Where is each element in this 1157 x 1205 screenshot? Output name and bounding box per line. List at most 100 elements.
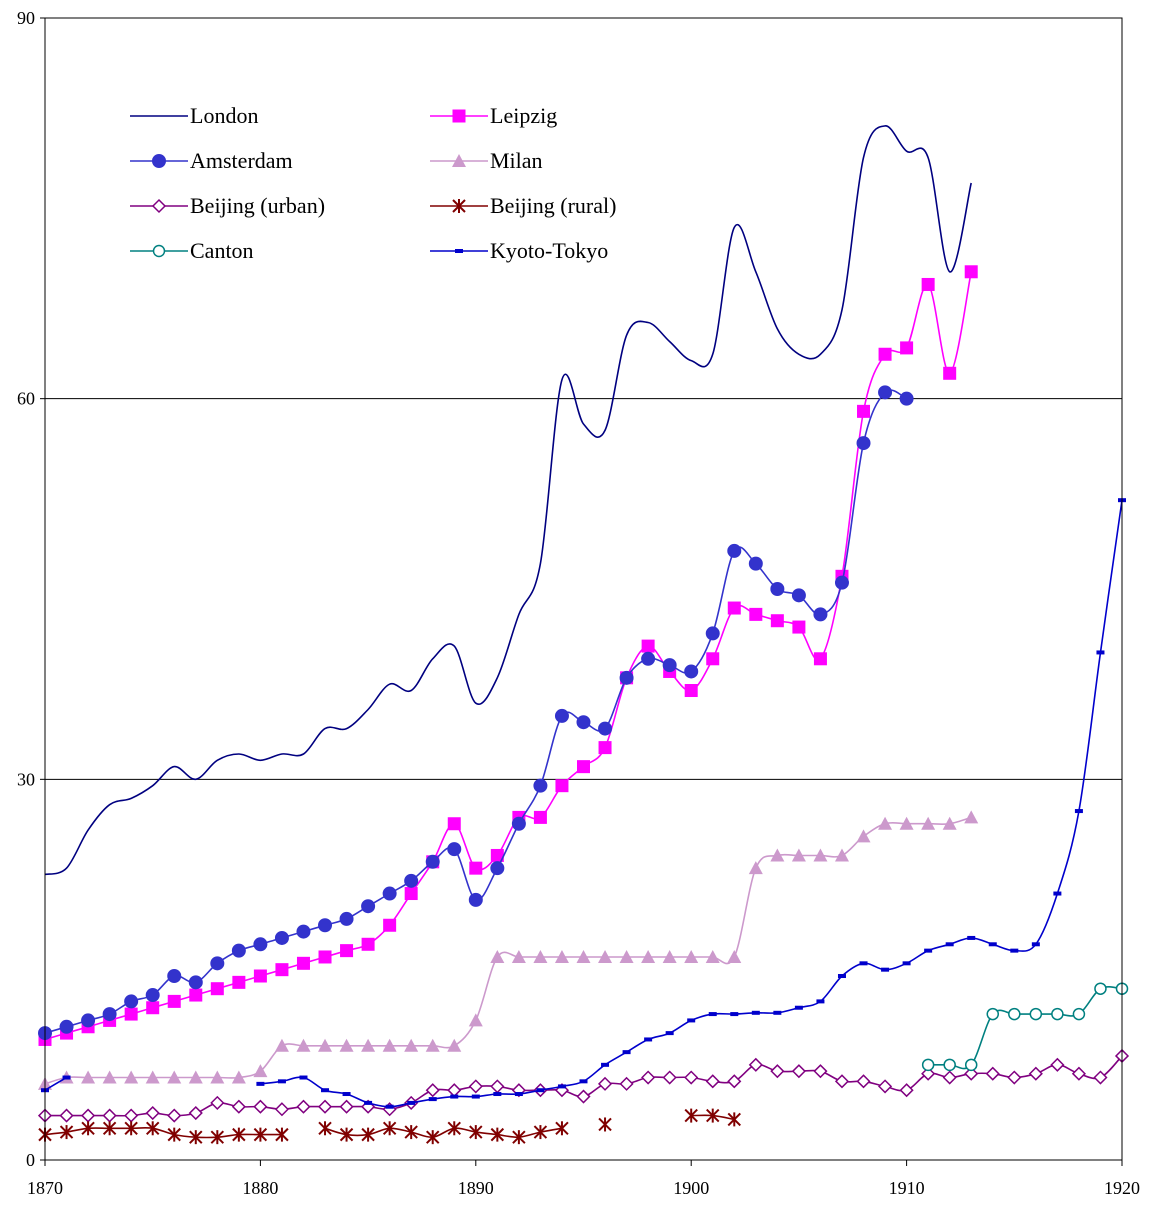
line-london xyxy=(44,125,972,876)
point-amsterdam xyxy=(727,543,742,558)
point-beijing-urban xyxy=(231,1099,246,1114)
legend-label-milan: Milan xyxy=(490,148,543,173)
legend-item-amsterdam: Amsterdam xyxy=(130,148,293,173)
x-tick-label: 1920 xyxy=(1104,1178,1140,1198)
point-amsterdam xyxy=(899,391,914,406)
point-amsterdam xyxy=(662,658,677,673)
point-amsterdam xyxy=(296,924,311,939)
point-beijing-urban xyxy=(597,1076,613,1091)
point-kyoto-tokyo xyxy=(687,1018,696,1023)
point-kyoto-tokyo xyxy=(1074,809,1083,814)
series-canton xyxy=(921,982,1129,1072)
point-milan xyxy=(576,949,591,963)
point-leipzig xyxy=(296,956,310,970)
point-kyoto-tokyo xyxy=(579,1079,588,1084)
point-beijing-urban xyxy=(684,1070,699,1085)
point-leipzig xyxy=(469,861,483,875)
point-milan xyxy=(964,810,979,824)
point-milan xyxy=(490,949,505,963)
point-leipzig xyxy=(167,994,181,1008)
point-milan xyxy=(727,949,742,963)
point-kyoto-tokyo xyxy=(407,1100,416,1105)
point-milan xyxy=(231,1070,246,1084)
point-leipzig xyxy=(232,975,246,989)
point-amsterdam xyxy=(748,556,763,571)
point-beijing-urban xyxy=(81,1108,96,1123)
point-leipzig xyxy=(447,817,461,831)
point-beijing-urban xyxy=(1071,1066,1086,1081)
point-milan xyxy=(619,949,634,963)
point-leipzig xyxy=(921,277,935,291)
point-beijing-rural xyxy=(253,1127,268,1142)
legend-marker-amsterdam xyxy=(152,154,166,168)
point-amsterdam xyxy=(684,664,699,679)
point-kyoto-tokyo xyxy=(665,1031,674,1036)
point-milan xyxy=(188,1070,203,1084)
point-beijing-urban xyxy=(834,1074,850,1089)
point-beijing-rural xyxy=(447,1121,461,1136)
grid-lines xyxy=(45,17,1122,780)
y-tick-label: 0 xyxy=(26,1150,35,1170)
point-beijing-urban xyxy=(253,1099,268,1114)
point-beijing-urban xyxy=(576,1089,591,1104)
point-leipzig xyxy=(210,982,224,996)
point-canton xyxy=(1008,1007,1021,1021)
point-milan xyxy=(899,816,914,830)
line-milan xyxy=(44,816,972,1085)
line-beijing-rural xyxy=(324,1127,563,1139)
legend-item-canton: Canton xyxy=(130,238,254,263)
point-beijing-urban xyxy=(705,1074,720,1089)
point-milan xyxy=(554,949,569,963)
point-kyoto-tokyo xyxy=(622,1050,631,1055)
point-milan xyxy=(942,816,957,830)
point-leipzig xyxy=(878,347,892,361)
x-tick-label: 1870 xyxy=(27,1178,63,1198)
point-amsterdam xyxy=(705,626,720,641)
series-beijing-urban xyxy=(37,1048,1130,1123)
point-kyoto-tokyo xyxy=(256,1081,265,1086)
point-beijing-urban xyxy=(964,1066,979,1081)
point-kyoto-tokyo xyxy=(342,1092,351,1097)
point-milan xyxy=(856,829,871,843)
point-leipzig xyxy=(964,265,978,279)
point-amsterdam xyxy=(878,385,893,400)
point-leipzig xyxy=(124,1007,138,1021)
point-beijing-urban xyxy=(102,1108,117,1123)
point-kyoto-tokyo xyxy=(601,1062,610,1067)
point-leipzig xyxy=(684,684,698,698)
point-beijing-urban xyxy=(339,1099,354,1114)
point-beijing-urban xyxy=(942,1070,957,1085)
point-leipzig xyxy=(598,741,612,755)
legend-item-beijing-rural: Beijing (rural) xyxy=(430,193,616,218)
legend-item-leipzig: Leipzig xyxy=(430,103,557,128)
point-canton xyxy=(943,1058,956,1072)
point-beijing-urban xyxy=(188,1105,203,1121)
point-amsterdam xyxy=(124,994,139,1009)
point-beijing-urban xyxy=(447,1083,462,1098)
point-canton xyxy=(964,1058,978,1072)
point-amsterdam xyxy=(468,892,483,907)
legend-marker-leipzig xyxy=(452,109,466,123)
point-leipzig xyxy=(555,779,569,793)
point-canton xyxy=(1072,1007,1086,1021)
point-milan xyxy=(468,1013,483,1027)
point-leipzig xyxy=(813,652,827,666)
point-kyoto-tokyo xyxy=(730,1012,739,1017)
series-amsterdam xyxy=(38,385,914,1041)
point-amsterdam xyxy=(102,1007,117,1022)
point-amsterdam xyxy=(253,937,268,952)
point-leipzig xyxy=(404,887,418,901)
point-beijing-urban xyxy=(124,1108,139,1123)
point-amsterdam xyxy=(856,436,871,451)
point-beijing-urban xyxy=(1050,1057,1065,1072)
point-beijing-urban xyxy=(210,1095,225,1110)
point-beijing-urban xyxy=(59,1108,74,1123)
point-milan xyxy=(253,1064,268,1078)
point-beijing-urban xyxy=(425,1083,440,1098)
point-amsterdam xyxy=(813,607,828,622)
point-amsterdam xyxy=(145,988,160,1003)
point-beijing-rural xyxy=(490,1127,505,1142)
point-milan xyxy=(404,1038,419,1052)
point-kyoto-tokyo xyxy=(493,1092,502,1097)
point-leipzig xyxy=(189,988,203,1002)
